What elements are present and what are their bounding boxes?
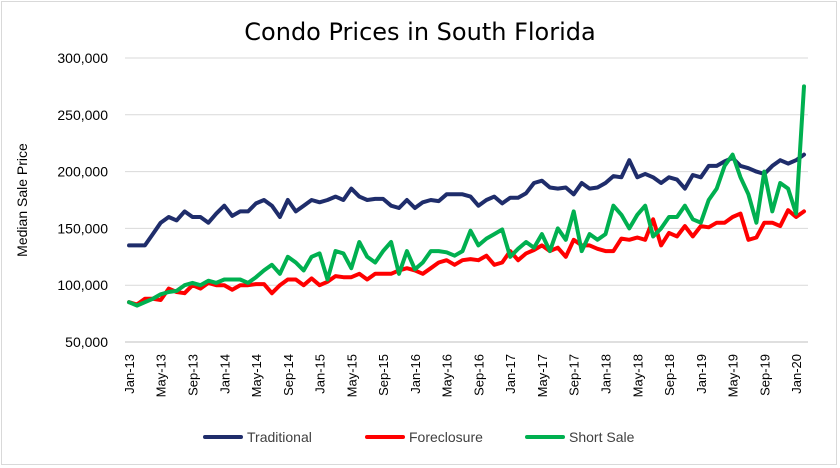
series-line-traditional <box>127 152 806 248</box>
y-tick-label: 300,000 <box>57 50 108 66</box>
x-tick-label: Jan-15 <box>313 354 328 394</box>
legend-label: Foreclosure <box>409 429 483 445</box>
series-line-short-sale <box>127 84 806 308</box>
x-tick-label: Sep-15 <box>376 354 391 396</box>
legend-label: Traditional <box>247 429 312 445</box>
x-axis-ticks: Jan-13 May-13 Sep-13 Jan-14 May-14 Sep-14 Jan-… <box>122 354 804 397</box>
x-tick-label: Jan-20 <box>789 354 804 394</box>
gridlines <box>125 57 808 286</box>
y-axis-label: Median Sale Price <box>14 143 30 257</box>
x-tick-label: Sep-19 <box>757 354 772 396</box>
x-tick-label: Jan-16 <box>408 354 423 394</box>
x-tick-label: May-18 <box>630 354 645 397</box>
legend-label: Short Sale <box>569 429 635 445</box>
x-tick-label: May-15 <box>344 354 359 397</box>
x-tick-label: Jan-13 <box>122 354 137 394</box>
y-tick-label: 50,000 <box>65 334 108 350</box>
legend: Traditional Foreclosure Short Sale <box>203 429 635 445</box>
x-tick-label: May-14 <box>249 354 264 397</box>
x-tick-label: May-13 <box>154 354 169 397</box>
series-lines <box>127 84 806 308</box>
y-tick-label: 100,000 <box>57 277 108 293</box>
x-tick-label: Jan-14 <box>217 354 232 394</box>
y-tick-label: 200,000 <box>57 164 108 180</box>
series-line-foreclosure <box>127 208 806 307</box>
y-tick-label: 250,000 <box>57 107 108 123</box>
chart-title: Condo Prices in South Florida <box>244 18 596 46</box>
x-tick-label: Sep-16 <box>471 354 486 396</box>
x-tick-label: Jan-18 <box>598 354 613 394</box>
x-tick-label: Sep-18 <box>662 354 677 396</box>
y-axis-ticks: 50,000 100,000 150,000 200,000 250,000 300,00… <box>57 50 108 350</box>
x-tick-label: May-16 <box>440 354 455 397</box>
x-tick-label: Jan-17 <box>503 354 518 394</box>
x-tick-label: Sep-14 <box>281 354 296 396</box>
x-tick-label: May-19 <box>726 354 741 397</box>
x-tick-label: Sep-17 <box>567 354 582 396</box>
y-tick-label: 150,000 <box>57 220 108 236</box>
x-tick-label: May-17 <box>535 354 550 397</box>
x-tick-label: Sep-13 <box>186 354 201 396</box>
x-tick-label: Jan-19 <box>694 354 709 394</box>
